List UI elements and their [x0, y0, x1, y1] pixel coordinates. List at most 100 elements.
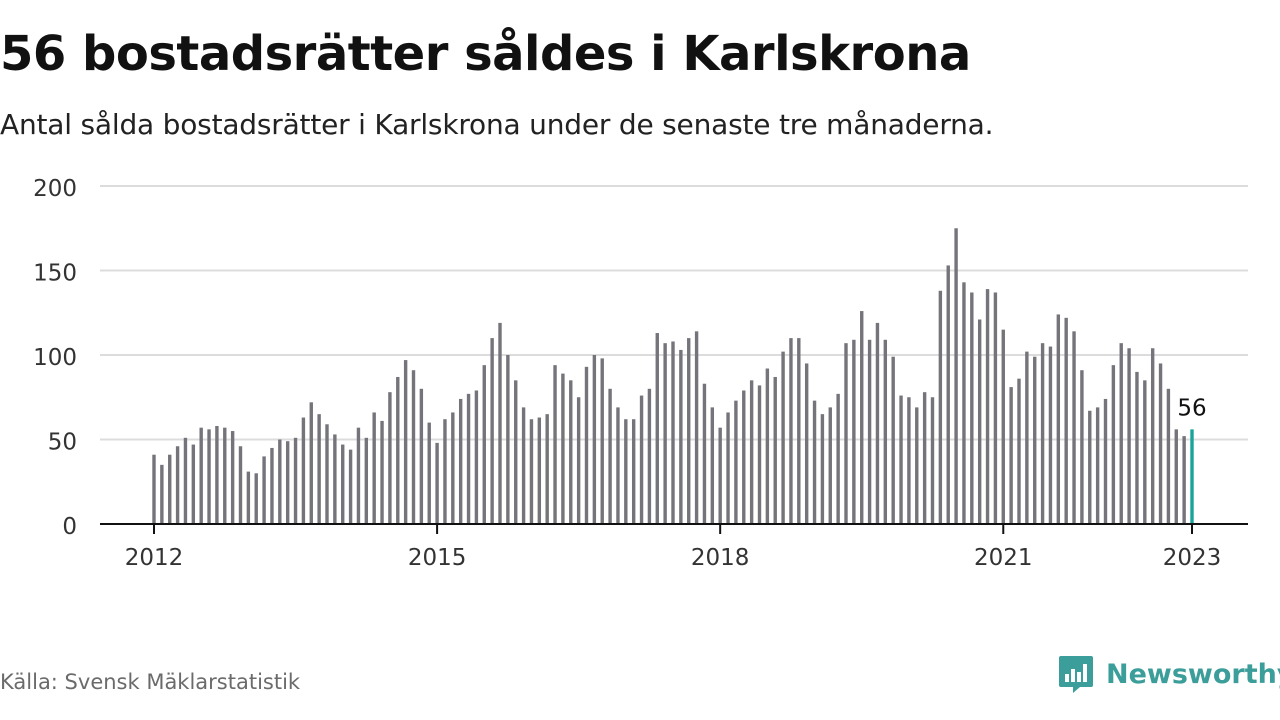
- bar: [356, 427, 361, 524]
- bar: [804, 363, 809, 524]
- bar: [946, 265, 950, 524]
- bar: [474, 390, 479, 524]
- bar: [1111, 365, 1116, 524]
- bar: [765, 368, 770, 524]
- bar: [710, 407, 715, 524]
- bar: [1072, 331, 1076, 524]
- bar: [600, 358, 604, 524]
- bar: [954, 228, 958, 524]
- bar: [529, 419, 534, 524]
- x-tick-label: 2012: [125, 545, 184, 571]
- bar: [812, 400, 817, 524]
- y-tick-label: 0: [62, 514, 77, 540]
- bar: [521, 407, 526, 524]
- bar: [498, 322, 502, 524]
- bar: [993, 292, 998, 524]
- bar: [545, 414, 549, 524]
- newsworthy-logo: Newsworthy: [1058, 654, 1280, 694]
- bar: [922, 392, 927, 524]
- page-title: 56 bostadsrätter såldes i Karlskrona: [0, 26, 971, 82]
- bar: [1048, 346, 1053, 524]
- bar: [262, 456, 266, 524]
- bar: [561, 373, 565, 524]
- bar: [1174, 429, 1178, 524]
- highlight-value-label: 56: [1177, 395, 1206, 421]
- y-axis-ticks: 0 50 100 150 200: [33, 176, 77, 540]
- bar-highlight: [1190, 429, 1194, 524]
- bar: [569, 380, 573, 524]
- bar: [168, 454, 172, 524]
- bar: [1033, 356, 1037, 524]
- bar: [411, 370, 416, 524]
- bar: [152, 454, 156, 524]
- bar: [238, 446, 243, 524]
- bar: [616, 407, 620, 524]
- bar: [789, 338, 793, 524]
- bar: [207, 429, 211, 524]
- x-tick-label: 2023: [1163, 545, 1222, 571]
- x-tick-label: 2021: [974, 545, 1033, 571]
- bar: [883, 339, 888, 524]
- bar: [679, 349, 683, 524]
- bar: [246, 471, 251, 524]
- bar: [1182, 436, 1186, 524]
- bar: [1056, 314, 1061, 524]
- bar: [592, 355, 597, 524]
- bar: [1166, 388, 1171, 524]
- bar: [639, 395, 644, 524]
- bar: [482, 365, 486, 524]
- bar: [490, 338, 494, 524]
- bar: [828, 407, 832, 524]
- bar: [1158, 363, 1163, 524]
- newsworthy-logo-icon: [1059, 656, 1093, 693]
- bar: [687, 338, 691, 524]
- bar: [254, 473, 258, 524]
- bar: [285, 441, 290, 524]
- bar: [215, 425, 219, 524]
- bar: [624, 419, 628, 524]
- bar: [584, 366, 589, 524]
- bar: [962, 282, 966, 524]
- bar: [663, 343, 667, 524]
- bar: [1127, 348, 1131, 524]
- bar: [1143, 380, 1147, 524]
- bar: [1025, 351, 1029, 524]
- bar: [844, 343, 848, 524]
- bar: [891, 356, 895, 524]
- bar: [553, 365, 557, 524]
- bar: [985, 289, 990, 524]
- bar: [537, 417, 542, 524]
- bar: [852, 339, 856, 524]
- bar: [458, 398, 463, 524]
- bar: [749, 380, 754, 524]
- bar: [333, 434, 337, 524]
- bar: [175, 446, 180, 524]
- bar: [718, 427, 722, 524]
- bar: [419, 388, 424, 524]
- bar: [970, 292, 974, 524]
- bar-chart: 0 50 100 150 200 2012 2015 2018 2021 2023 56: [33, 176, 1248, 571]
- page-subtitle: Antal sålda bostadsrätter i Karlskrona u…: [0, 108, 994, 141]
- bar: [899, 395, 903, 524]
- bar: [836, 393, 840, 524]
- bar: [388, 392, 392, 524]
- bar: [1135, 371, 1139, 524]
- bar: [647, 388, 652, 524]
- bar: [1103, 398, 1108, 524]
- bar: [1150, 348, 1155, 524]
- bar: [364, 437, 369, 524]
- bar: [608, 388, 612, 524]
- bar: [199, 427, 203, 524]
- y-tick-label: 150: [33, 261, 77, 287]
- bar: [726, 412, 730, 524]
- bar: [1080, 370, 1084, 524]
- bar: [278, 439, 282, 524]
- bar: [270, 447, 274, 524]
- bar: [427, 422, 431, 524]
- bar: [443, 419, 447, 524]
- bar: [977, 319, 982, 524]
- bar: [230, 431, 235, 524]
- bar: [875, 322, 880, 524]
- bar: [183, 437, 188, 524]
- bar: [702, 383, 707, 524]
